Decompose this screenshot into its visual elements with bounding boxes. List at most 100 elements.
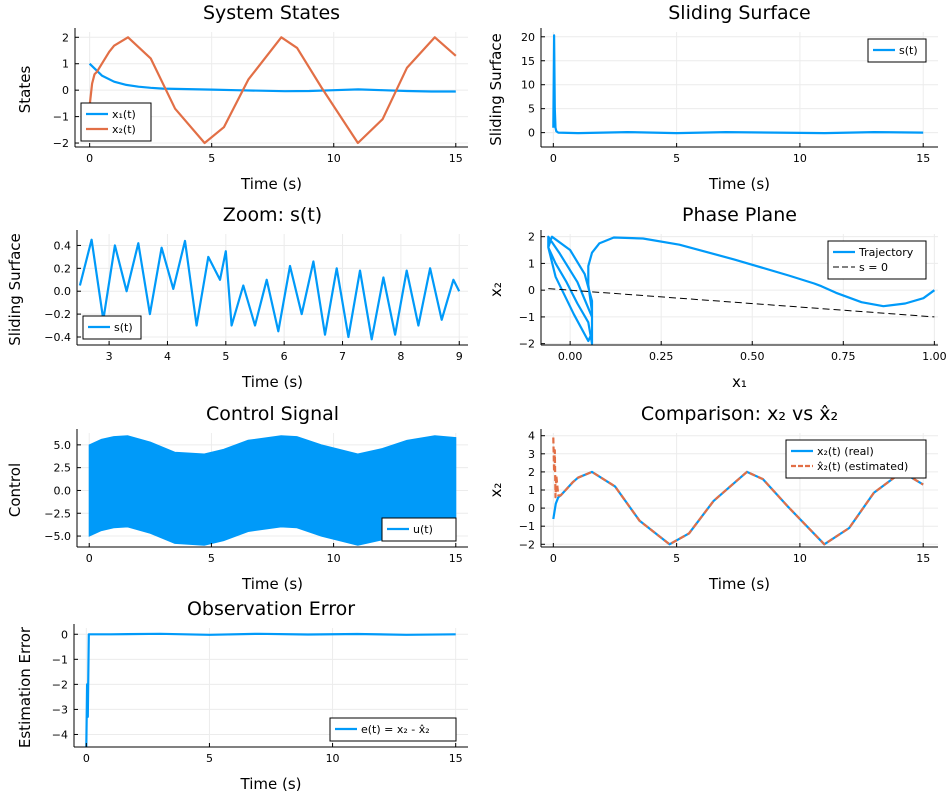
- y-tick-label: 10: [521, 79, 535, 92]
- y-tick-label: −2.5: [44, 507, 71, 520]
- x-axis-label: Time (s): [708, 575, 770, 593]
- series-line-0: [552, 34, 924, 135]
- x-tick-label: 5: [673, 552, 680, 565]
- x-tick-label: 5: [222, 350, 229, 363]
- x-tick-label: 10: [326, 752, 340, 765]
- chart-title: Control Signal: [206, 403, 339, 425]
- y-tick-label: 1: [528, 257, 535, 270]
- x-tick-label: 15: [916, 152, 930, 165]
- x-tick-label: 0: [550, 152, 557, 165]
- y-tick-label: 2: [528, 231, 535, 244]
- y-tick-label: 1: [62, 58, 69, 71]
- legend-label: u(t): [413, 523, 433, 536]
- panel-6: 0 5 10 15 −4 −3 −2 −1 0 Observation Error Time (s)…: [16, 598, 468, 793]
- y-tick-label: 2.5: [54, 462, 72, 475]
- x-axis-label: Time (s): [708, 175, 770, 193]
- y-axis-label: x₂: [487, 483, 505, 498]
- x-tick-label: 15: [916, 552, 930, 565]
- x-tick-label: 15: [449, 152, 463, 165]
- legend: e(t) = x₂ - x̂₂: [329, 717, 457, 742]
- x-tick-label: 15: [449, 552, 463, 565]
- x-tick-label: 10: [327, 552, 341, 565]
- x-axis-label: Time (s): [241, 575, 303, 593]
- y-axis-label: Control: [6, 463, 24, 517]
- legend-box: [82, 315, 142, 340]
- panel-3: 0.00 0.25 0.50 0.75 1.00 −2 −1 0 1 2 Phase Plane x₁…: [487, 204, 947, 391]
- y-tick-label: 20: [521, 31, 535, 44]
- x-tick-label: 0.50: [740, 350, 765, 363]
- x-axis-label: Time (s): [240, 775, 302, 793]
- y-tick-label: 0.2: [54, 262, 72, 275]
- plot-area: [547, 235, 936, 345]
- x-tick-label: 5: [208, 152, 215, 165]
- series-line-0: [78, 238, 461, 341]
- legend-box: [381, 517, 457, 542]
- x-tick-label: 0.25: [649, 350, 674, 363]
- x-tick-label: 3: [106, 350, 113, 363]
- y-tick-label: 0: [62, 84, 69, 97]
- x-tick-label: 0: [86, 552, 93, 565]
- x-tick-label: 5: [206, 752, 213, 765]
- legend: u(t): [381, 517, 457, 542]
- y-tick-label: 0.0: [54, 285, 72, 298]
- y-tick-label: −3: [52, 703, 68, 716]
- y-tick-label: 3: [528, 448, 535, 461]
- x-tick-label: 5: [673, 152, 680, 165]
- panel-0: 0 5 10 15 −2 −1 0 1 2 System States Time (s) States…: [16, 2, 468, 193]
- panel-1: 0 5 10 15 0 5 10 15 20 Sliding Surface Time (s) Sli…: [487, 2, 938, 193]
- legend-label: s(t): [899, 44, 918, 57]
- x-tick-label: 4: [164, 350, 171, 363]
- x-tick-label: 15: [449, 752, 463, 765]
- y-axis-label: x₂: [487, 282, 505, 297]
- legend-label: s = 0: [859, 261, 888, 274]
- y-tick-label: −1: [53, 111, 69, 124]
- y-tick-label: −5.0: [44, 530, 71, 543]
- series-line-0: [85, 632, 456, 748]
- x-tick-label: 7: [339, 350, 346, 363]
- y-tick-label: 0: [528, 502, 535, 515]
- x-tick-label: 0.00: [558, 350, 583, 363]
- y-tick-label: 4: [528, 430, 535, 443]
- x-tick-label: 10: [793, 552, 807, 565]
- y-tick-label: 0: [528, 127, 535, 140]
- y-tick-label: 5.0: [54, 439, 72, 452]
- legend-label: x₂(t) (real): [817, 445, 874, 458]
- panel-4: 0 5 10 15 −5.0 −2.5 0.0 2.5 5.0 Control Signal Tim…: [6, 403, 468, 593]
- chart-title: Zoom: s(t): [223, 204, 322, 226]
- legend: Trajectory s = 0: [827, 240, 927, 280]
- chart-title: Sliding Surface: [668, 2, 810, 24]
- plot-area: [552, 34, 924, 135]
- y-tick-label: 15: [521, 55, 535, 68]
- y-tick-label: 0.0: [54, 484, 72, 497]
- y-axis-label: States: [16, 66, 34, 114]
- y-tick-label: 0: [61, 628, 68, 641]
- x-axis-label: Time (s): [241, 373, 303, 391]
- y-axis-label: Sliding Surface: [6, 233, 24, 346]
- legend-box: [867, 38, 927, 63]
- y-axis-label: Estimation Error: [16, 626, 34, 748]
- y-tick-label: −4: [52, 728, 68, 741]
- legend: s(t): [867, 38, 927, 63]
- panel-5: 0 5 10 15 −2 −1 0 1 2 3 4 Comparison: x₂ vs x̂₂ Time…: [487, 403, 938, 593]
- chart-title: System States: [203, 2, 340, 24]
- chart-title: Phase Plane: [682, 204, 797, 226]
- x-tick-label: 6: [281, 350, 288, 363]
- y-tick-label: −0.2: [44, 308, 71, 321]
- legend-box: [785, 439, 927, 479]
- y-tick-label: −1: [52, 653, 68, 666]
- x-tick-label: 0: [86, 152, 93, 165]
- series-line-0: [88, 62, 456, 93]
- legend-box: [329, 717, 457, 742]
- legend-box: [80, 102, 152, 142]
- series-line-0: [547, 235, 936, 345]
- legend: x₁(t) x₂(t): [80, 102, 152, 142]
- x-tick-label: 10: [793, 152, 807, 165]
- legend-label: Trajectory: [858, 246, 914, 259]
- series-line-1: [548, 288, 935, 318]
- plot-area: [88, 36, 457, 145]
- legend-box: [827, 240, 927, 280]
- legend-label: e(t) = x₂ - x̂₂: [361, 723, 430, 736]
- plot-area: [85, 632, 456, 748]
- y-tick-label: −2: [53, 137, 69, 150]
